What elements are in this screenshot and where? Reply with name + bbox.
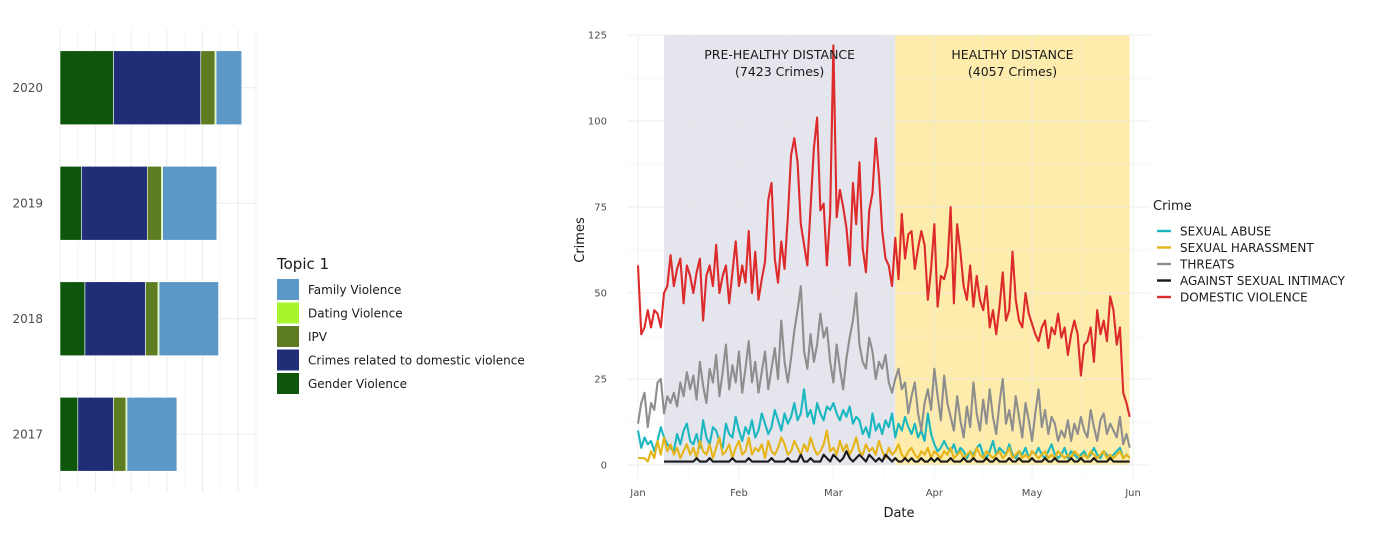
- line-x-tick-jan: Jan: [629, 488, 645, 499]
- line-x-tick-apr: Apr: [926, 488, 944, 499]
- line-legend-title: Crime: [1153, 199, 1192, 214]
- line-x-tick-labels: Jan Feb Mar Apr May Jun: [629, 488, 1141, 499]
- bar-segment-ipv-2019: [147, 165, 162, 241]
- bar-segment-ipv-2018: [145, 281, 159, 357]
- line-series: [636, 44, 1131, 463]
- bar-segment-gender-violence-2019: [59, 165, 82, 241]
- series-line-threats: [636, 285, 1131, 449]
- line-legend-label-sexual-harassment: SEXUAL HARASSMENT: [1180, 241, 1314, 255]
- stacked-bar-panel: 2020 2019 2018 2017 Topic 1 Family Violence…: [12, 30, 525, 492]
- period-count-pre-healthy-distance: (7423 Crimes): [735, 64, 824, 79]
- bar-segment-crimes-related-to-domestic-violence-2018: [84, 281, 146, 357]
- line-y-tick-100: 100: [588, 117, 607, 128]
- line-y-tick-50: 50: [594, 289, 607, 300]
- line-x-tick-may: May: [1022, 488, 1043, 499]
- line-x-tick-feb: Feb: [730, 488, 748, 499]
- line-chart-panel: PRE-HEALTHY DISTANCE (7423 Crimes) HEALTHY…: [573, 31, 1346, 522]
- bar-y-tick-2019: 2019: [12, 196, 43, 210]
- bar-segment-crimes-related-to-domestic-violence-2020: [113, 50, 202, 126]
- line-legend-label-domestic-violence: DOMESTIC VIOLENCE: [1180, 291, 1308, 305]
- period-count-healthy-distance: (4057 Crimes): [968, 64, 1057, 79]
- period-title-pre-healthy-distance: PRE-HEALTHY DISTANCE: [704, 47, 855, 62]
- series-line-domestic-violence: [636, 44, 1131, 418]
- bar-segment-crimes-related-to-domestic-violence-2019: [81, 165, 148, 241]
- line-legend-label-against-sexual-intimacy: AGAINST SEXUAL INTIMACY: [1180, 274, 1346, 288]
- line-x-tick-jun: Jun: [1124, 488, 1141, 499]
- bar-legend-key-crimes-related-to-domestic-violence: [277, 349, 299, 371]
- bar-legend-label-family-violence: Family Violence: [308, 283, 401, 297]
- bar-segment-ipv-2017: [113, 396, 127, 472]
- line-legend-label-sexual-abuse: SEXUAL ABUSE: [1180, 225, 1271, 239]
- bar-legend-label-ipv: IPV: [308, 330, 328, 344]
- line-y-tick-125: 125: [588, 31, 607, 42]
- period-title-healthy-distance: HEALTHY DISTANCE: [951, 47, 1073, 62]
- y-axis-title: Crimes: [573, 217, 588, 263]
- line-legend-label-threats: THREATS: [1179, 258, 1235, 272]
- bar-segment-gender-violence-2017: [59, 396, 79, 472]
- line-y-tick-25: 25: [594, 375, 607, 386]
- bar-legend-label-gender-violence: Gender Violence: [308, 377, 407, 391]
- bar-segment-family-violence-2019: [162, 165, 218, 241]
- bar-series: [59, 50, 243, 472]
- series-line-sexual-harassment: [638, 429, 1131, 463]
- x-axis-title: Date: [883, 506, 914, 521]
- bar-segment-gender-violence-2020: [59, 50, 114, 126]
- bar-segment-family-violence-2018: [158, 281, 219, 357]
- bar-y-tick-2017: 2017: [12, 427, 43, 441]
- bar-segment-gender-violence-2018: [59, 281, 86, 357]
- bar-legend-key-dating-violence: [277, 302, 299, 324]
- bar-segment-ipv-2020: [200, 50, 216, 126]
- bar-legend-key-family-violence: [277, 279, 299, 300]
- line-x-tick-mar: Mar: [824, 488, 844, 499]
- bar-segment-family-violence-2017: [126, 396, 178, 472]
- bar-legend-label-crimes-related-to-domestic-violence: Crimes related to domestic violence: [308, 354, 525, 368]
- bar-segment-family-violence-2020: [215, 50, 243, 126]
- line-grid: [627, 34, 1150, 478]
- bar-legend-label-dating-violence: Dating Violence: [308, 307, 403, 321]
- bar-legend-key-ipv: [277, 326, 299, 347]
- bar-segment-crimes-related-to-domestic-violence-2017: [77, 396, 114, 472]
- line-legend: Crime SEXUAL ABUSE SEXUAL HARASSMENT THREA…: [1153, 199, 1346, 305]
- bar-legend: Topic 1 Family Violence Dating Violence IP…: [276, 255, 525, 394]
- line-y-tick-75: 75: [594, 203, 607, 214]
- bar-y-tick-2018: 2018: [12, 312, 43, 326]
- line-y-tick-labels: 0 25 50 75 100 125: [588, 31, 607, 472]
- line-y-tick-0: 0: [601, 461, 607, 472]
- period-labels: PRE-HEALTHY DISTANCE (7423 Crimes) HEALTHY…: [704, 47, 1073, 79]
- series-line-against-sexual-intimacy: [664, 450, 1130, 463]
- bar-legend-title: Topic 1: [276, 255, 329, 273]
- bar-y-tick-labels: 2020 2019 2018 2017: [12, 81, 43, 442]
- bar-legend-key-gender-violence: [277, 373, 299, 394]
- bar-y-tick-2020: 2020: [12, 81, 43, 95]
